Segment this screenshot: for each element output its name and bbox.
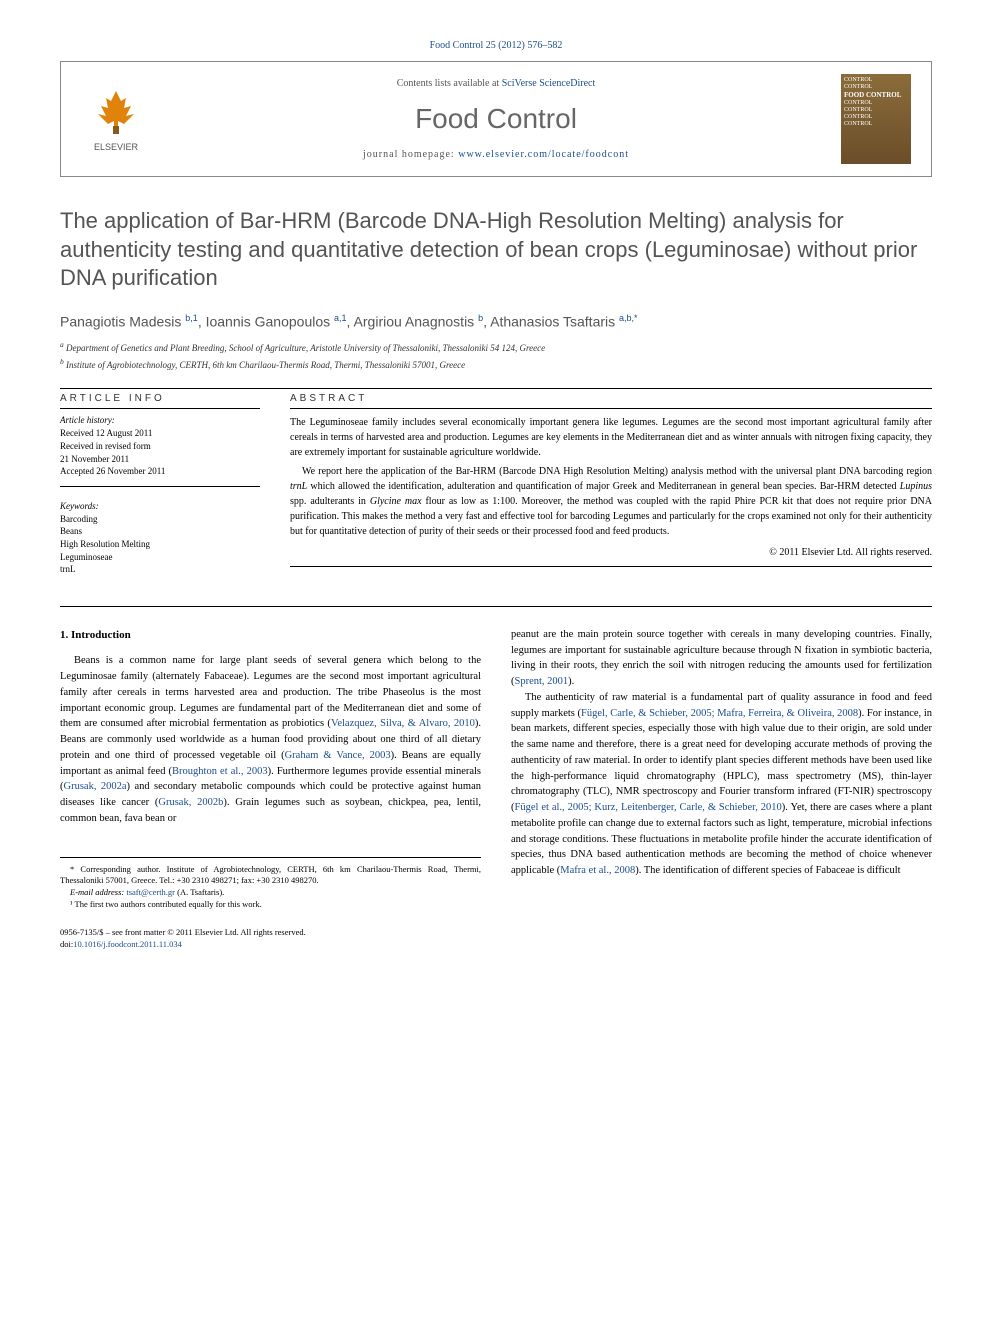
citation-link[interactable]: Fügel et al., 2005; Kurz, Leitenberger, …	[515, 802, 782, 813]
citation-link[interactable]: Sprent, 2001	[515, 676, 569, 687]
doi-link[interactable]: 10.1016/j.foodcont.2011.11.034	[73, 939, 182, 949]
history-line: 21 November 2011	[60, 453, 260, 466]
cover-line: CONTROL	[844, 121, 908, 127]
cover-line: CONTROL	[844, 107, 908, 113]
contents-available: Contents lists available at SciVerse Sci…	[151, 78, 841, 89]
abstract-para: The Leguminoseae family includes several…	[290, 415, 932, 460]
article-title: The application of Bar-HRM (Barcode DNA-…	[60, 207, 932, 293]
keyword: High Resolution Melting	[60, 538, 260, 551]
affiliations: a Department of Genetics and Plant Breed…	[60, 339, 932, 372]
email-line: E-mail address: tsaft@certh.gr (A. Tsaft…	[60, 887, 481, 899]
abstract: ABSTRACT The Leguminoseae family include…	[290, 393, 932, 575]
keyword: Beans	[60, 525, 260, 538]
cover-line: FOOD CONTROL	[844, 91, 908, 99]
affiliation-a: a Department of Genetics and Plant Breed…	[60, 339, 932, 356]
body-para: The authenticity of raw material is a fu…	[511, 690, 932, 879]
abstract-heading: ABSTRACT	[290, 393, 932, 404]
body-para: Beans is a common name for large plant s…	[60, 653, 481, 826]
citation-link[interactable]: Grusak, 2002b	[158, 797, 223, 808]
cover-line: CONTROL	[844, 100, 908, 106]
citation-link[interactable]: Broughton et al., 2003	[172, 766, 268, 777]
abstract-para: We report here the application of the Ba…	[290, 464, 932, 539]
footer-meta: 0956-7135/$ – see front matter © 2011 El…	[60, 927, 932, 951]
corresponding-author: * Corresponding author. Institute of Agr…	[60, 864, 481, 888]
email-link[interactable]: tsaft@certh.gr	[126, 887, 175, 897]
authors: Panagiotis Madesis b,1, Ioannis Ganopoul…	[60, 313, 932, 330]
journal-header: ELSEVIER Contents lists available at Sci…	[60, 61, 932, 177]
article-info: ARTICLE INFO Article history: Received 1…	[60, 393, 260, 575]
history-label: Article history:	[60, 415, 260, 425]
body-column-left: 1. Introduction Beans is a common name f…	[60, 627, 481, 911]
contents-prefix: Contents lists available at	[397, 78, 502, 89]
history-line: Accepted 26 November 2011	[60, 465, 260, 478]
keyword: trnL	[60, 563, 260, 576]
doi-line: doi:10.1016/j.foodcont.2011.11.034	[60, 939, 932, 951]
copyright: © 2011 Elsevier Ltd. All rights reserved…	[290, 547, 932, 558]
journal-homepage: journal homepage: www.elsevier.com/locat…	[151, 149, 841, 160]
homepage-prefix: journal homepage:	[363, 149, 458, 160]
citation-link[interactable]: Graham & Vance, 2003	[285, 750, 391, 761]
footnotes: * Corresponding author. Institute of Agr…	[60, 857, 481, 912]
journal-name: Food Control	[151, 103, 841, 135]
cover-line: CONTROL	[844, 77, 908, 83]
front-matter: 0956-7135/$ – see front matter © 2011 El…	[60, 927, 932, 939]
keyword: Barcoding	[60, 513, 260, 526]
divider	[290, 408, 932, 409]
divider	[60, 486, 260, 487]
body-para: peanut are the main protein source toget…	[511, 627, 932, 690]
elsevier-logo: ELSEVIER	[81, 86, 151, 152]
divider	[60, 408, 260, 409]
divider	[60, 388, 932, 389]
author-note: ¹ The first two authors contributed equa…	[60, 899, 481, 911]
affiliation-b: b Institute of Agrobiotechnology, CERTH,…	[60, 356, 932, 373]
citation-link[interactable]: Fügel, Carle, & Schieber, 2005; Mafra, F…	[581, 708, 858, 719]
journal-cover-thumb: CONTROL CONTROL FOOD CONTROL CONTROL CON…	[841, 74, 911, 164]
publisher-name: ELSEVIER	[81, 142, 151, 152]
homepage-url[interactable]: www.elsevier.com/locate/foodcont	[458, 149, 629, 160]
citation-link[interactable]: Grusak, 2002a	[64, 781, 127, 792]
section-heading: 1. Introduction	[60, 627, 481, 644]
cover-line: CONTROL	[844, 84, 908, 90]
divider	[290, 566, 932, 567]
history-line: Received 12 August 2011	[60, 427, 260, 440]
body-column-right: peanut are the main protein source toget…	[511, 627, 932, 911]
sciverse-link[interactable]: SciVerse ScienceDirect	[502, 78, 596, 89]
keywords-label: Keywords:	[60, 501, 260, 511]
history-line: Received in revised form	[60, 440, 260, 453]
elsevier-tree-icon	[81, 86, 151, 142]
cover-line: CONTROL	[844, 114, 908, 120]
article-body: 1. Introduction Beans is a common name f…	[60, 627, 932, 911]
keyword: Leguminoseae	[60, 551, 260, 564]
divider	[60, 606, 932, 607]
article-info-heading: ARTICLE INFO	[60, 393, 260, 404]
citation-link[interactable]: Mafra et al., 2008	[560, 865, 635, 876]
citation-link[interactable]: Velazquez, Silva, & Alvaro, 2010	[331, 718, 475, 729]
header-citation: Food Control 25 (2012) 576–582	[60, 40, 932, 51]
